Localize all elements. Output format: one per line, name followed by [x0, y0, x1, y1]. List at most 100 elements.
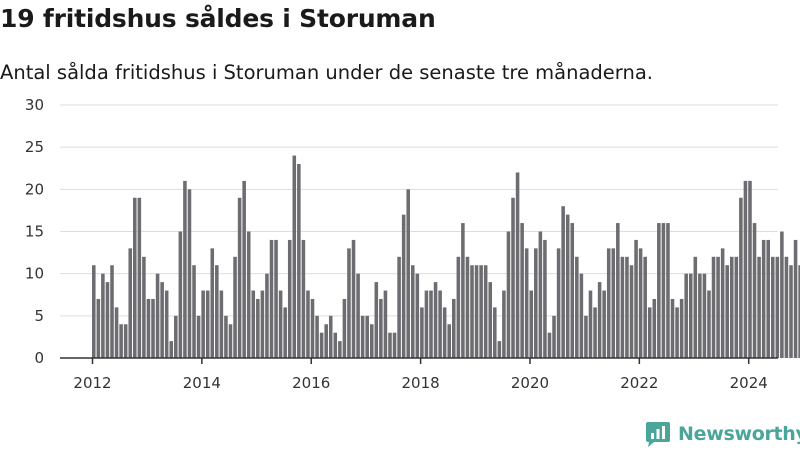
bar — [766, 239, 770, 358]
bar — [287, 239, 292, 358]
brand-name: Newsworthy — [678, 423, 800, 445]
bar — [643, 256, 647, 358]
bar — [96, 298, 101, 358]
bar — [789, 265, 793, 358]
x-tick-label: 2024 — [730, 374, 768, 392]
bar — [379, 298, 383, 358]
bar — [647, 307, 652, 358]
bar — [579, 273, 584, 358]
bar — [146, 298, 151, 358]
bar — [657, 223, 661, 358]
bar — [584, 315, 588, 358]
bar — [775, 256, 780, 358]
bar — [483, 265, 488, 358]
x-tick-label: 2012 — [73, 374, 111, 392]
y-tick-label: 30 — [25, 96, 44, 114]
bar — [743, 180, 748, 358]
bar — [470, 265, 474, 358]
bar — [333, 332, 338, 358]
bar — [793, 239, 798, 358]
bar — [515, 172, 520, 358]
bar — [461, 223, 465, 358]
bar — [524, 248, 529, 358]
y-tick-label: 25 — [25, 138, 44, 156]
bar — [183, 180, 187, 358]
bar — [369, 324, 374, 358]
bar — [479, 265, 483, 358]
newsworthy-logo[interactable]: Newsworthy — [644, 420, 800, 448]
bar — [780, 231, 784, 358]
bar — [770, 256, 775, 358]
bar — [178, 231, 183, 358]
bar — [164, 290, 169, 358]
bar — [128, 248, 133, 358]
bar — [616, 223, 620, 358]
bar — [474, 265, 479, 358]
bar — [529, 290, 534, 358]
bar — [401, 214, 406, 358]
bar — [406, 189, 410, 358]
bar — [565, 214, 570, 358]
labels: 0 5 10 15 20 25 30 2012 2014 2016 2018 2020 2022 2024… — [25, 96, 768, 392]
bar — [92, 265, 96, 358]
bar — [424, 290, 429, 358]
bar — [538, 231, 543, 358]
chart-subtitle: Antal sålda fritidshus i Storuman under … — [0, 61, 653, 84]
bar — [488, 282, 493, 358]
bar — [798, 265, 800, 358]
bar — [429, 290, 433, 358]
bar — [666, 223, 670, 358]
bar — [196, 315, 201, 358]
bar — [493, 307, 497, 358]
bar — [274, 239, 278, 358]
y-tick-label: 20 — [25, 180, 44, 198]
bar — [310, 298, 315, 358]
bar — [625, 256, 629, 358]
bar — [187, 189, 192, 358]
bar — [597, 282, 602, 358]
bar — [784, 256, 789, 358]
bar — [634, 239, 638, 358]
bar — [265, 273, 269, 358]
bar — [734, 256, 739, 358]
bar — [110, 265, 114, 358]
bar — [160, 282, 164, 358]
x-tick-label: 2020 — [511, 374, 549, 392]
bar — [575, 256, 579, 358]
bar — [315, 315, 319, 358]
bar — [707, 290, 711, 358]
bar — [739, 197, 743, 358]
bar — [269, 239, 274, 358]
bar — [679, 298, 684, 358]
bar — [675, 307, 679, 358]
bar — [260, 290, 265, 358]
bar — [561, 206, 565, 358]
bar — [228, 324, 233, 358]
bar — [452, 298, 456, 358]
y-tick-label: 5 — [34, 307, 44, 325]
bar — [638, 248, 643, 358]
bar — [438, 290, 442, 358]
bar — [698, 273, 702, 358]
bar — [142, 256, 146, 358]
bar — [748, 180, 752, 358]
bar — [210, 248, 215, 358]
bar — [552, 315, 556, 358]
bar — [365, 315, 369, 358]
bar — [702, 273, 707, 358]
bar — [283, 307, 287, 358]
bar — [306, 290, 310, 358]
x-tick-label: 2014 — [183, 374, 221, 392]
bar — [410, 265, 415, 358]
bar — [374, 282, 379, 358]
bar — [251, 290, 256, 358]
bar — [502, 290, 506, 358]
bar — [224, 315, 228, 358]
bar — [301, 239, 306, 358]
bar — [151, 298, 155, 358]
bar — [356, 273, 360, 358]
bar — [383, 290, 388, 358]
bar — [347, 248, 351, 358]
bar — [342, 298, 347, 358]
bar — [237, 197, 242, 358]
